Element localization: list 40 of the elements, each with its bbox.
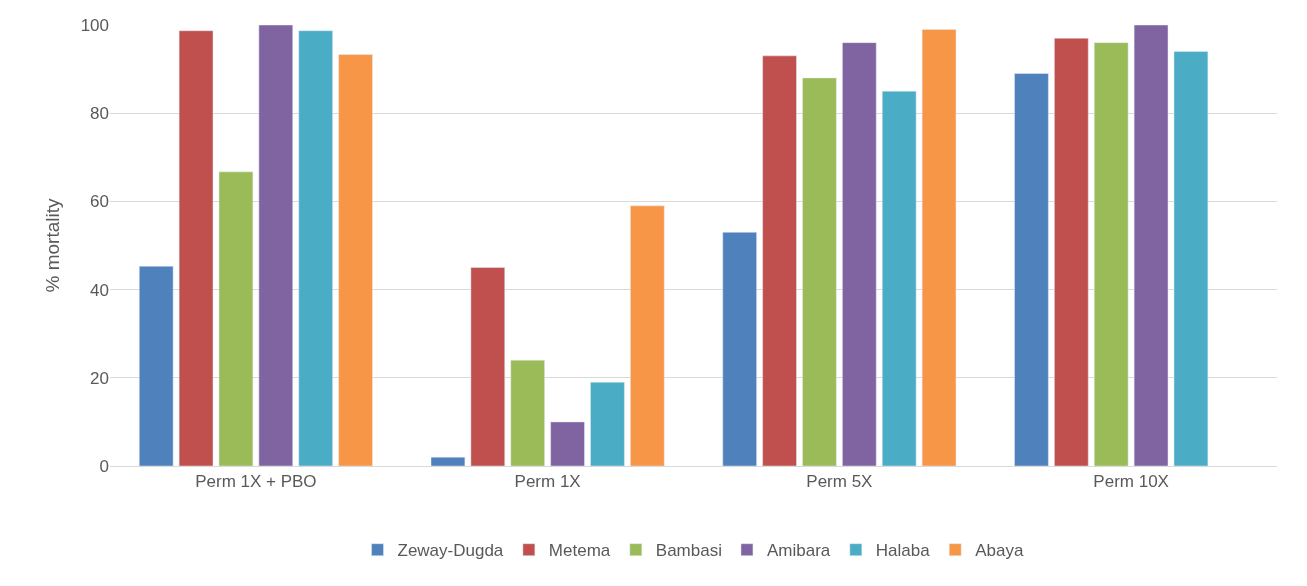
bar bbox=[630, 205, 665, 466]
bar bbox=[762, 55, 797, 466]
x-tick-label: Perm 1X bbox=[514, 472, 581, 492]
legend-label: Metema bbox=[548, 541, 611, 561]
bar bbox=[139, 265, 174, 466]
bar bbox=[881, 90, 917, 466]
bar bbox=[1133, 25, 1169, 466]
legend-label: Abaya bbox=[975, 541, 1024, 561]
bar bbox=[1093, 42, 1129, 466]
bar bbox=[178, 30, 214, 466]
y-tick-label: 60 bbox=[90, 192, 109, 212]
x-tick-label: Perm 10X bbox=[1093, 472, 1169, 492]
legend-label: Bambasi bbox=[655, 541, 722, 561]
bar bbox=[218, 171, 254, 466]
bar bbox=[802, 77, 837, 466]
bar bbox=[1173, 51, 1209, 466]
bar bbox=[510, 359, 545, 466]
y-tick-label: 80 bbox=[90, 104, 109, 124]
y-tick-label: 100 bbox=[80, 15, 109, 35]
bar bbox=[590, 381, 625, 466]
legend-label: Halaba bbox=[875, 541, 931, 561]
bar bbox=[1014, 73, 1049, 466]
bar bbox=[258, 25, 294, 466]
y-axis-title: % mortality bbox=[42, 198, 64, 293]
y-tick-label: 40 bbox=[90, 280, 109, 300]
x-tick-label: Perm 5X bbox=[806, 472, 873, 492]
y-tick-label: 0 bbox=[99, 456, 109, 476]
bar bbox=[1054, 37, 1089, 466]
bar bbox=[550, 421, 585, 466]
bar bbox=[722, 232, 757, 466]
x-tick-label: Perm 1X + PBO bbox=[195, 472, 317, 492]
bar bbox=[298, 30, 333, 466]
bar bbox=[338, 54, 373, 466]
bar bbox=[842, 42, 877, 466]
bar bbox=[921, 29, 957, 466]
bar bbox=[470, 267, 506, 466]
legend-label: Amibara bbox=[766, 541, 831, 561]
y-tick-label: 20 bbox=[90, 368, 109, 388]
legend-label: Zeway-Dugda bbox=[397, 541, 504, 561]
bar bbox=[430, 456, 466, 466]
